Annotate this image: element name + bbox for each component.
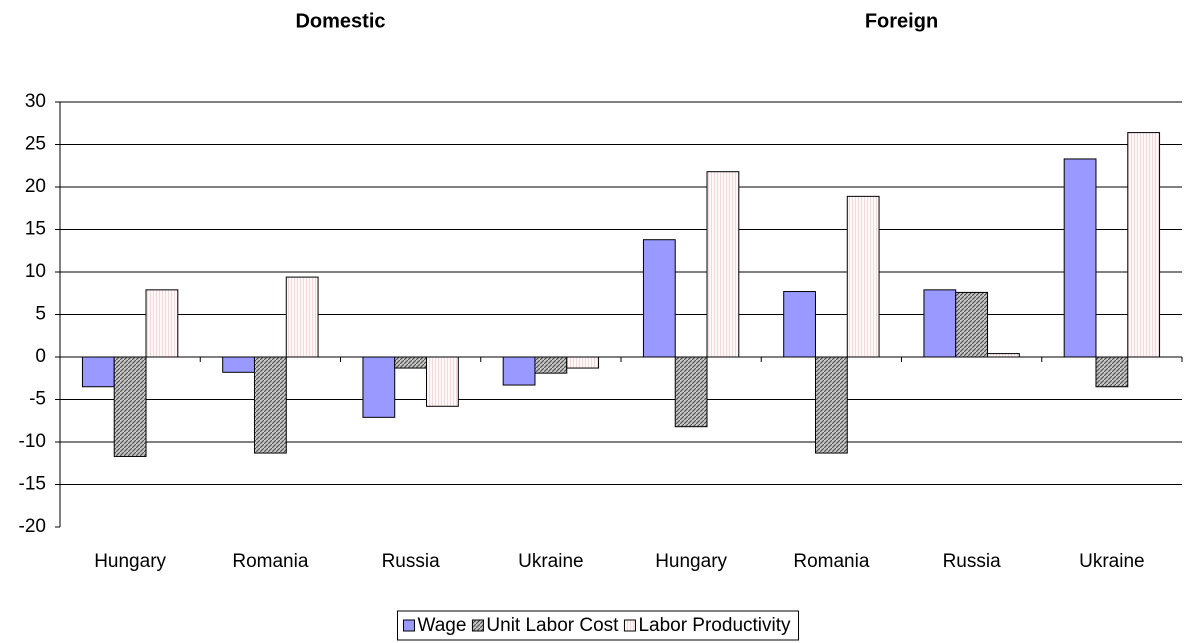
group-label: Foreign bbox=[865, 10, 938, 32]
bar bbox=[394, 356, 428, 369]
bar bbox=[923, 289, 957, 358]
bar bbox=[1095, 356, 1129, 388]
bar bbox=[674, 356, 708, 428]
bar bbox=[642, 239, 676, 358]
bar bbox=[1063, 158, 1097, 358]
y-tick-label: 25 bbox=[25, 134, 46, 155]
x-tick-label: Hungary bbox=[655, 551, 727, 572]
bar bbox=[222, 356, 255, 373]
bar bbox=[534, 356, 568, 374]
legend-swatch bbox=[623, 619, 636, 632]
y-tick-label: -10 bbox=[19, 431, 46, 452]
legend-label: Unit Labor Cost bbox=[486, 615, 619, 636]
x-tick-label: Romania bbox=[232, 551, 308, 572]
group-label: Domestic bbox=[295, 10, 385, 32]
bar bbox=[145, 289, 179, 358]
y-tick-label: 10 bbox=[25, 261, 46, 282]
x-tick-label: Ukraine bbox=[518, 551, 583, 572]
y-tick-label: 0 bbox=[35, 346, 46, 367]
x-tick-label: Ukraine bbox=[1079, 551, 1144, 572]
bar bbox=[1127, 132, 1161, 358]
x-tick-label: Russia bbox=[382, 551, 441, 572]
bar bbox=[502, 356, 536, 386]
legend-label: Wage bbox=[417, 615, 466, 636]
legend-swatch bbox=[471, 619, 484, 632]
y-tick-label: -5 bbox=[29, 389, 46, 410]
bar bbox=[987, 353, 1020, 358]
bar bbox=[362, 356, 396, 418]
bar bbox=[955, 291, 989, 358]
bar bbox=[814, 356, 848, 454]
y-tick-label: 20 bbox=[25, 176, 46, 197]
bar bbox=[285, 276, 319, 358]
bar bbox=[113, 356, 147, 457]
bar bbox=[566, 356, 600, 369]
legend bbox=[396, 610, 800, 641]
bar bbox=[81, 356, 115, 388]
x-tick-label: Romania bbox=[793, 551, 869, 572]
legend-swatch bbox=[402, 619, 415, 632]
y-tick-label: 15 bbox=[25, 219, 46, 240]
y-tick-label: 5 bbox=[35, 304, 46, 325]
legend-label: Labor Productivity bbox=[638, 615, 791, 636]
bar bbox=[426, 356, 459, 407]
bar bbox=[846, 195, 880, 358]
x-tick-label: Russia bbox=[943, 551, 1002, 572]
x-tick-label: Hungary bbox=[94, 551, 166, 572]
y-tick-label: -15 bbox=[19, 474, 46, 495]
bar bbox=[706, 171, 740, 358]
bar bbox=[783, 291, 816, 358]
y-tick-label: 30 bbox=[25, 91, 46, 112]
bar bbox=[253, 356, 287, 454]
y-tick-label: -20 bbox=[19, 516, 46, 537]
